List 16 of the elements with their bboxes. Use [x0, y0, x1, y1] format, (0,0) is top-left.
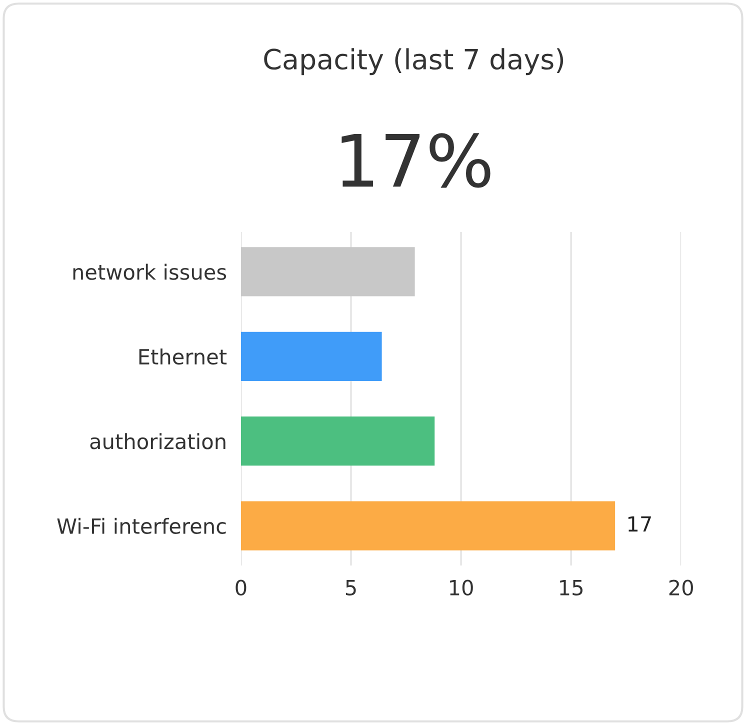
y-tick-label: authorization	[90, 433, 226, 450]
data-label: 17	[628, 516, 651, 532]
bar	[240, 416, 435, 466]
chart-title: Capacity (last 7 days)	[264, 48, 564, 76]
text: 17%	[342, 133, 490, 188]
bar	[240, 247, 415, 296]
bar	[240, 332, 382, 381]
x-tick-label: 15	[560, 580, 582, 596]
y-tick-label: Ethernet	[139, 348, 227, 365]
x-tick-label: 0	[236, 580, 246, 596]
y-tick-label: Wi-Fi interferenc	[57, 518, 226, 534]
bar	[240, 501, 616, 550]
x-tick-label: 5	[346, 580, 356, 596]
x-tick-label: 20	[669, 580, 693, 596]
x-tick-label: 10	[450, 580, 473, 596]
y-tick-label: network issues	[73, 264, 226, 280]
